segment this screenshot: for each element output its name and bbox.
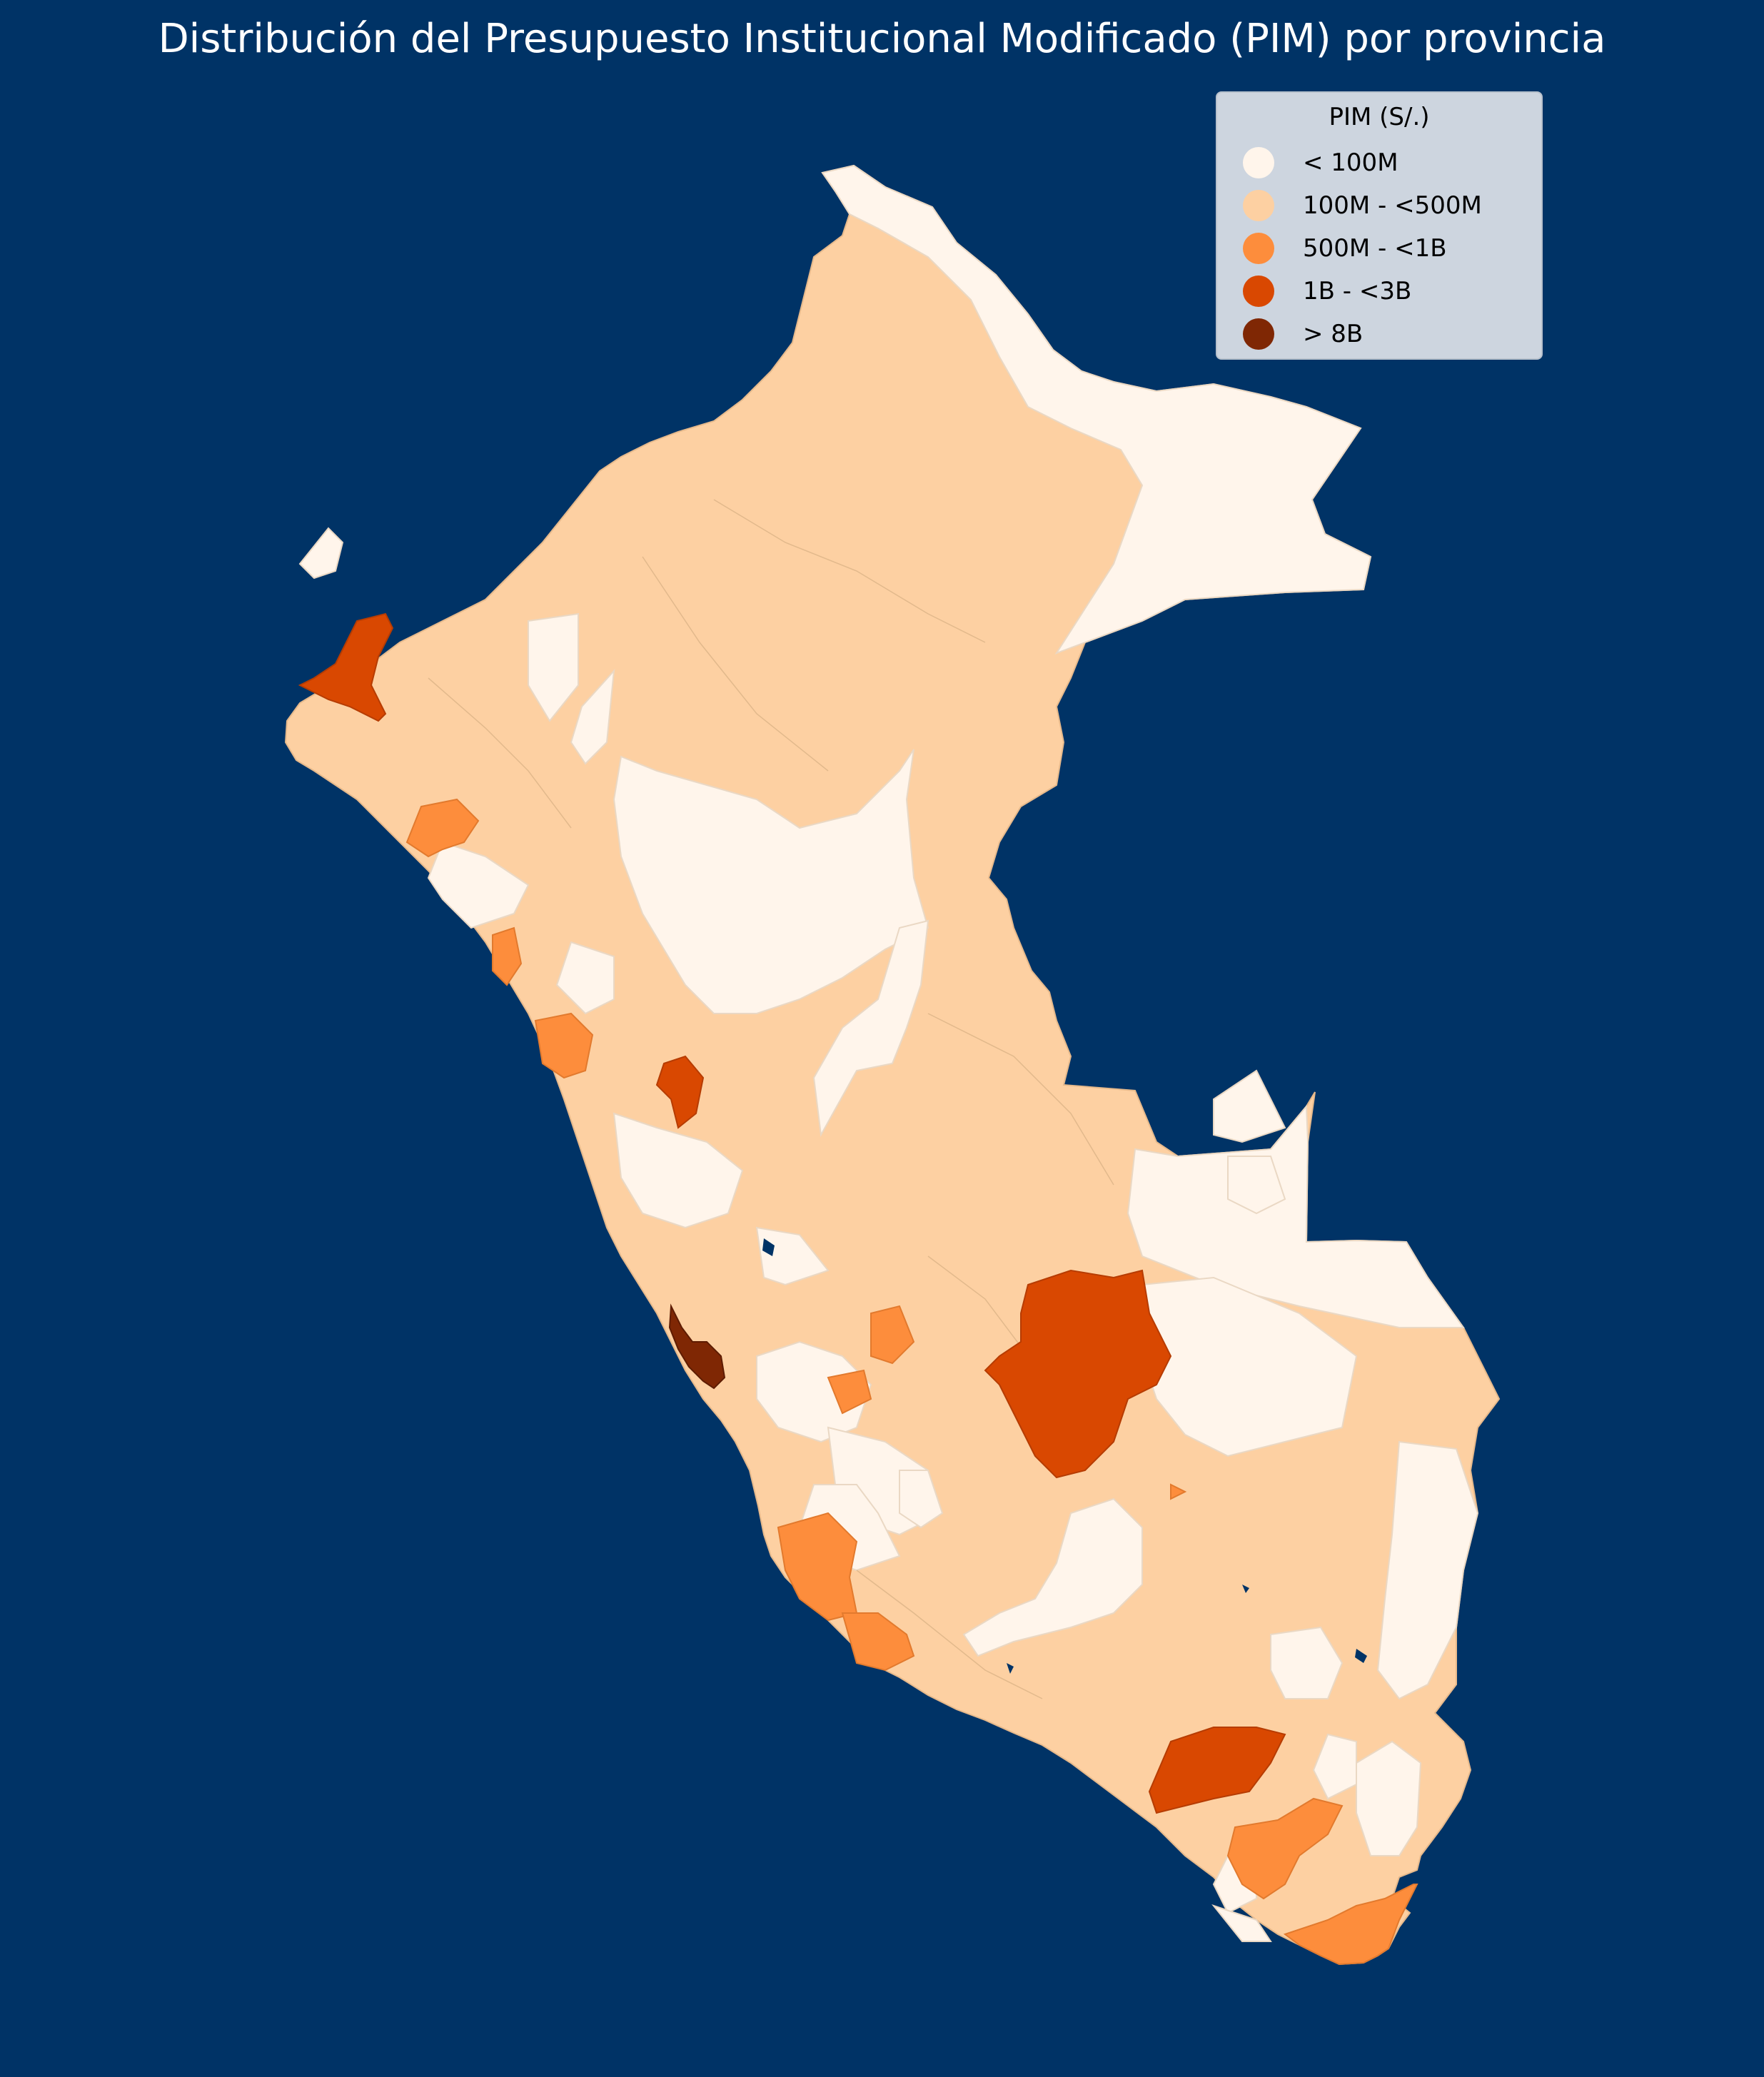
lakes <box>762 1238 1367 1674</box>
legend-label: 1B - <3B <box>1303 277 1412 305</box>
legend-item-lt-100m: < 100M <box>1243 141 1398 184</box>
class-gt-8b-region <box>668 1303 726 1390</box>
legend-swatch <box>1243 276 1274 307</box>
legend-label: 500M - <1B <box>1303 234 1447 263</box>
legend-label: < 100M <box>1303 148 1398 177</box>
legend-label: 100M - <500M <box>1303 191 1482 220</box>
map-legend: PIM (S/.) < 100M 100M - <500M 500M - <1B… <box>1216 91 1543 360</box>
legend-item-gt-8b: > 8B <box>1243 313 1363 355</box>
legend-item-100m-500m: 100M - <500M <box>1243 184 1482 227</box>
legend-swatch <box>1243 233 1274 264</box>
legend-title: PIM (S/.) <box>1329 103 1430 131</box>
legend-label: > 8B <box>1303 320 1364 348</box>
legend-item-1b-3b: 1B - <3B <box>1243 270 1411 313</box>
class-1b-3b-regions <box>298 612 1286 1814</box>
class-lt-100m-regions <box>298 164 1479 1942</box>
map-title: Distribución del Presupuesto Institucion… <box>158 16 1606 62</box>
legend-swatch <box>1243 190 1274 221</box>
legend-swatch <box>1243 147 1274 178</box>
legend-item-500m-1b: 500M - <1B <box>1243 227 1447 270</box>
legend-swatch <box>1243 318 1274 350</box>
class-500m-1b-regions <box>405 798 1418 1966</box>
